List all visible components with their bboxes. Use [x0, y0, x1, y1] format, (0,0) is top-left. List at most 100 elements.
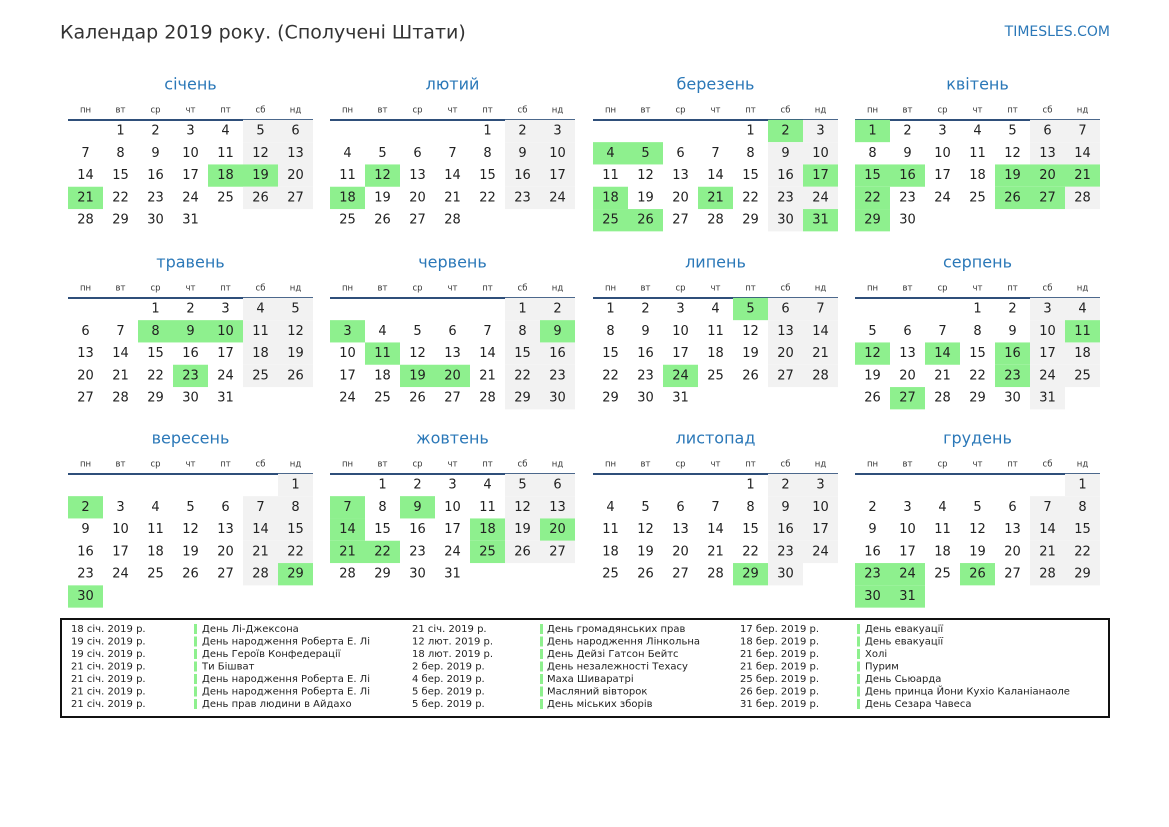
- holiday-date: 5 бер. 2019 р.: [412, 699, 485, 710]
- holiday-marker: [194, 624, 197, 634]
- day-number: 16: [637, 346, 654, 361]
- day-number: 20: [672, 190, 689, 205]
- weekend-cell: [540, 164, 575, 187]
- day-number: 17: [812, 168, 829, 183]
- weekday-label: чт: [448, 284, 458, 294]
- holiday-cell: [803, 209, 838, 232]
- day-number: 9: [553, 324, 561, 339]
- day-number: 28: [444, 213, 461, 228]
- day-number: 15: [374, 522, 391, 537]
- day-number: 1: [116, 124, 124, 139]
- weekday-label: нд: [552, 106, 564, 116]
- day-number: 23: [514, 190, 531, 205]
- holiday-cell: [925, 342, 960, 365]
- day-number: 7: [448, 146, 456, 161]
- month-name: серпень: [943, 253, 1012, 272]
- day-number: 12: [514, 500, 531, 515]
- day-number: 20: [1039, 168, 1056, 183]
- weekend-cell: [243, 320, 278, 343]
- weekend-cell: [1065, 563, 1100, 586]
- weekend-cell: [505, 164, 540, 187]
- day-number: 10: [549, 146, 566, 161]
- day-number: 26: [514, 544, 531, 559]
- day-number: 10: [672, 324, 689, 339]
- weekend-cell: [540, 119, 575, 143]
- weekend-cell: [1065, 496, 1100, 519]
- day-number: 29: [112, 213, 129, 228]
- day-number: 27: [287, 190, 304, 205]
- day-number: 17: [182, 168, 199, 183]
- day-number: 26: [637, 213, 654, 228]
- day-number: 18: [934, 544, 951, 559]
- day-number: 5: [413, 324, 421, 339]
- day-number: 10: [812, 500, 829, 515]
- weekday-label: пт: [220, 284, 231, 294]
- day-number: 4: [221, 124, 229, 139]
- weekend-cell: [768, 540, 803, 564]
- day-number: 20: [777, 346, 794, 361]
- holiday-marker: [194, 649, 197, 659]
- weekend-cell: [1030, 142, 1065, 165]
- day-number: 10: [934, 146, 951, 161]
- holiday-name: День Лі-Джексона: [202, 623, 299, 635]
- weekend-cell: [505, 142, 540, 165]
- day-number: 20: [409, 190, 426, 205]
- weekday-label: пн: [605, 106, 616, 116]
- day-number: 19: [374, 190, 391, 205]
- site-link[interactable]: TIMESLES.COM: [1004, 24, 1110, 40]
- day-number: 18: [1074, 346, 1091, 361]
- holiday-cell: [1030, 164, 1065, 187]
- day-number: 27: [672, 567, 689, 582]
- weekday-label: пн: [605, 460, 616, 470]
- weekday-label: пн: [342, 106, 353, 116]
- day-number: 3: [903, 500, 911, 515]
- holiday-cell: [138, 320, 173, 343]
- weekend-cell: [540, 473, 575, 497]
- holiday-date: 18 бер. 2019 р.: [740, 637, 819, 648]
- holiday-marker: [194, 636, 197, 647]
- weekday-label: ср: [675, 460, 685, 470]
- weekend-cell: [1030, 496, 1065, 519]
- day-number: 25: [934, 567, 951, 582]
- day-number: 27: [549, 544, 566, 559]
- day-number: 25: [707, 368, 724, 383]
- day-number: 11: [147, 522, 164, 537]
- weekday-label: чт: [448, 106, 458, 116]
- day-number: 30: [899, 213, 916, 228]
- day-number: 18: [602, 190, 619, 205]
- day-number: 22: [742, 190, 759, 205]
- weekday-label: пт: [745, 460, 756, 470]
- day-number: 1: [518, 302, 526, 317]
- day-number: 9: [413, 500, 421, 515]
- weekend-cell: [803, 473, 838, 497]
- weekday-label: ср: [675, 284, 685, 294]
- day-number: 31: [1039, 391, 1056, 406]
- weekend-cell: [505, 540, 540, 564]
- weekday-label: ср: [150, 284, 160, 294]
- weekday-label: ср: [150, 460, 160, 470]
- day-number: 4: [343, 146, 351, 161]
- weekday-label: нд: [1077, 106, 1089, 116]
- holiday-cell: [400, 364, 435, 388]
- holiday-date: 19 січ. 2019 р.: [71, 648, 146, 660]
- day-number: 20: [1004, 544, 1021, 559]
- day-number: 21: [1039, 544, 1056, 559]
- weekday-label: сб: [1043, 284, 1053, 294]
- holiday-cell: [540, 320, 575, 343]
- day-number: 24: [672, 368, 689, 383]
- weekend-cell: [243, 364, 278, 388]
- holiday-cell: [995, 186, 1030, 210]
- holiday-name: Пурим: [865, 662, 899, 673]
- weekend-cell: [1030, 119, 1065, 143]
- day-number: 5: [641, 146, 649, 161]
- holiday-date: 21 бер. 2019 р.: [740, 662, 819, 673]
- day-number: 19: [252, 168, 269, 183]
- weekday-label: чт: [711, 460, 721, 470]
- day-number: 14: [934, 346, 951, 361]
- weekday-label: нд: [1077, 460, 1089, 470]
- day-number: 9: [781, 500, 789, 515]
- weekend-cell: [278, 364, 313, 388]
- weekend-cell: [803, 186, 838, 210]
- day-number: 4: [938, 500, 946, 515]
- weekday-label: чт: [186, 284, 196, 294]
